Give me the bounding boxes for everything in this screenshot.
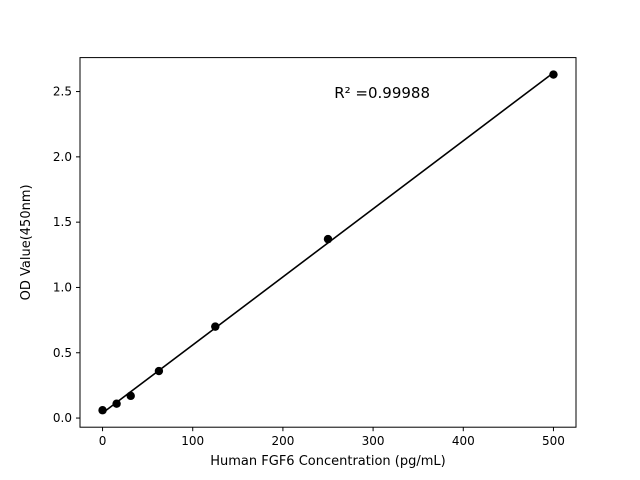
y-tick-label: 0.0	[53, 411, 72, 425]
x-tick-label: 400	[452, 434, 475, 448]
y-tick-label: 1.0	[53, 280, 72, 294]
data-point	[126, 391, 135, 401]
y-tick-label: 0.5	[53, 346, 72, 360]
x-tick-label: 200	[271, 434, 294, 448]
y-tick-label: 2.5	[53, 85, 72, 99]
y-axis-label: OD Value(450nm)	[19, 184, 34, 300]
y-tick-label: 1.5	[53, 215, 72, 229]
data-point	[112, 399, 121, 408]
y-tick-label: 2.0	[53, 150, 72, 164]
x-axis-label: Human FGF6 Concentration (pg/mL)	[210, 454, 445, 469]
data-point	[211, 322, 220, 331]
data-point	[323, 234, 333, 244]
x-tick-label: 500	[542, 434, 565, 448]
r-squared-annotation: R² =0.99988	[334, 84, 430, 102]
plot-border	[79, 57, 577, 428]
data-point	[154, 366, 164, 376]
x-tick-label: 0	[99, 434, 107, 448]
x-tick-label: 100	[181, 434, 204, 448]
data-point	[549, 70, 558, 79]
x-tick-label: 300	[362, 434, 385, 448]
data-point	[98, 406, 107, 415]
